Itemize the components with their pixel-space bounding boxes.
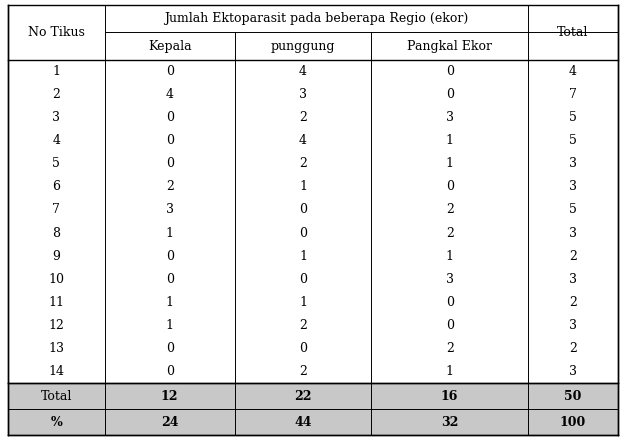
Text: 3: 3 — [166, 203, 173, 216]
Text: 7: 7 — [53, 203, 60, 216]
Text: 32: 32 — [441, 415, 458, 429]
Text: 3: 3 — [569, 273, 577, 286]
Text: 5: 5 — [569, 134, 577, 147]
Text: 1: 1 — [446, 134, 454, 147]
Text: 12: 12 — [161, 389, 178, 403]
Text: 4: 4 — [299, 134, 307, 147]
Text: Kepala: Kepala — [148, 40, 192, 53]
Text: 1: 1 — [446, 158, 454, 170]
Text: 0: 0 — [446, 88, 454, 101]
Text: 6: 6 — [53, 180, 60, 194]
Text: 3: 3 — [446, 273, 454, 286]
Text: 16: 16 — [441, 389, 458, 403]
Bar — [8, 383, 618, 409]
Text: 3: 3 — [446, 111, 454, 124]
Text: 1: 1 — [299, 180, 307, 194]
Text: 0: 0 — [166, 158, 173, 170]
Text: 1: 1 — [166, 227, 173, 239]
Text: 4: 4 — [166, 88, 173, 101]
Text: Jumlah Ektoparasit pada beberapa Regio (ekor): Jumlah Ektoparasit pada beberapa Regio (… — [164, 12, 468, 25]
Text: 2: 2 — [569, 296, 577, 309]
Text: 2: 2 — [299, 111, 307, 124]
Text: 0: 0 — [299, 203, 307, 216]
Text: 2: 2 — [299, 319, 307, 332]
Text: 2: 2 — [569, 249, 577, 263]
Text: 1: 1 — [446, 249, 454, 263]
Text: 0: 0 — [299, 342, 307, 355]
Text: 14: 14 — [48, 365, 64, 378]
Text: 0: 0 — [166, 134, 173, 147]
Text: No Tikus: No Tikus — [28, 26, 85, 39]
Text: 8: 8 — [53, 227, 60, 239]
Text: 7: 7 — [569, 88, 577, 101]
Text: Total: Total — [557, 26, 588, 39]
Text: 1: 1 — [446, 365, 454, 378]
Text: 13: 13 — [48, 342, 64, 355]
Text: 5: 5 — [53, 158, 60, 170]
Text: 9: 9 — [53, 249, 60, 263]
Text: 50: 50 — [564, 389, 582, 403]
Text: punggung: punggung — [271, 40, 336, 53]
Text: 2: 2 — [299, 158, 307, 170]
Text: 100: 100 — [560, 415, 586, 429]
Text: 2: 2 — [446, 203, 454, 216]
Text: 0: 0 — [166, 65, 173, 78]
Text: 0: 0 — [446, 65, 454, 78]
Text: 4: 4 — [53, 134, 60, 147]
Text: 2: 2 — [53, 88, 60, 101]
Text: 0: 0 — [166, 342, 173, 355]
Text: 0: 0 — [166, 365, 173, 378]
Text: 1: 1 — [299, 296, 307, 309]
Text: 2: 2 — [569, 342, 577, 355]
Text: 2: 2 — [446, 342, 454, 355]
Text: 2: 2 — [446, 227, 454, 239]
Text: 1: 1 — [53, 65, 60, 78]
Text: 1: 1 — [299, 249, 307, 263]
Text: 0: 0 — [299, 273, 307, 286]
Text: 4: 4 — [299, 65, 307, 78]
Text: Total: Total — [41, 389, 72, 403]
Text: 3: 3 — [569, 365, 577, 378]
Text: 11: 11 — [48, 296, 64, 309]
Text: Pangkal Ekor: Pangkal Ekor — [407, 40, 492, 53]
Text: 3: 3 — [569, 319, 577, 332]
Text: 24: 24 — [161, 415, 178, 429]
Text: 3: 3 — [569, 158, 577, 170]
Text: 2: 2 — [166, 180, 173, 194]
Text: 0: 0 — [446, 180, 454, 194]
Text: 0: 0 — [299, 227, 307, 239]
Text: 1: 1 — [166, 296, 173, 309]
Text: 10: 10 — [48, 273, 64, 286]
Text: 0: 0 — [166, 273, 173, 286]
Text: %: % — [51, 415, 62, 429]
Text: 0: 0 — [446, 319, 454, 332]
Text: 44: 44 — [294, 415, 312, 429]
Text: 3: 3 — [53, 111, 60, 124]
Text: 1: 1 — [166, 319, 173, 332]
Text: 2: 2 — [299, 365, 307, 378]
Text: 3: 3 — [569, 227, 577, 239]
Text: 5: 5 — [569, 203, 577, 216]
Text: 3: 3 — [299, 88, 307, 101]
Text: 0: 0 — [446, 296, 454, 309]
Text: 3: 3 — [569, 180, 577, 194]
Text: 0: 0 — [166, 249, 173, 263]
Text: 5: 5 — [569, 111, 577, 124]
Text: 4: 4 — [569, 65, 577, 78]
Text: 22: 22 — [294, 389, 312, 403]
Bar — [8, 409, 618, 435]
Text: 12: 12 — [48, 319, 64, 332]
Text: 0: 0 — [166, 111, 173, 124]
